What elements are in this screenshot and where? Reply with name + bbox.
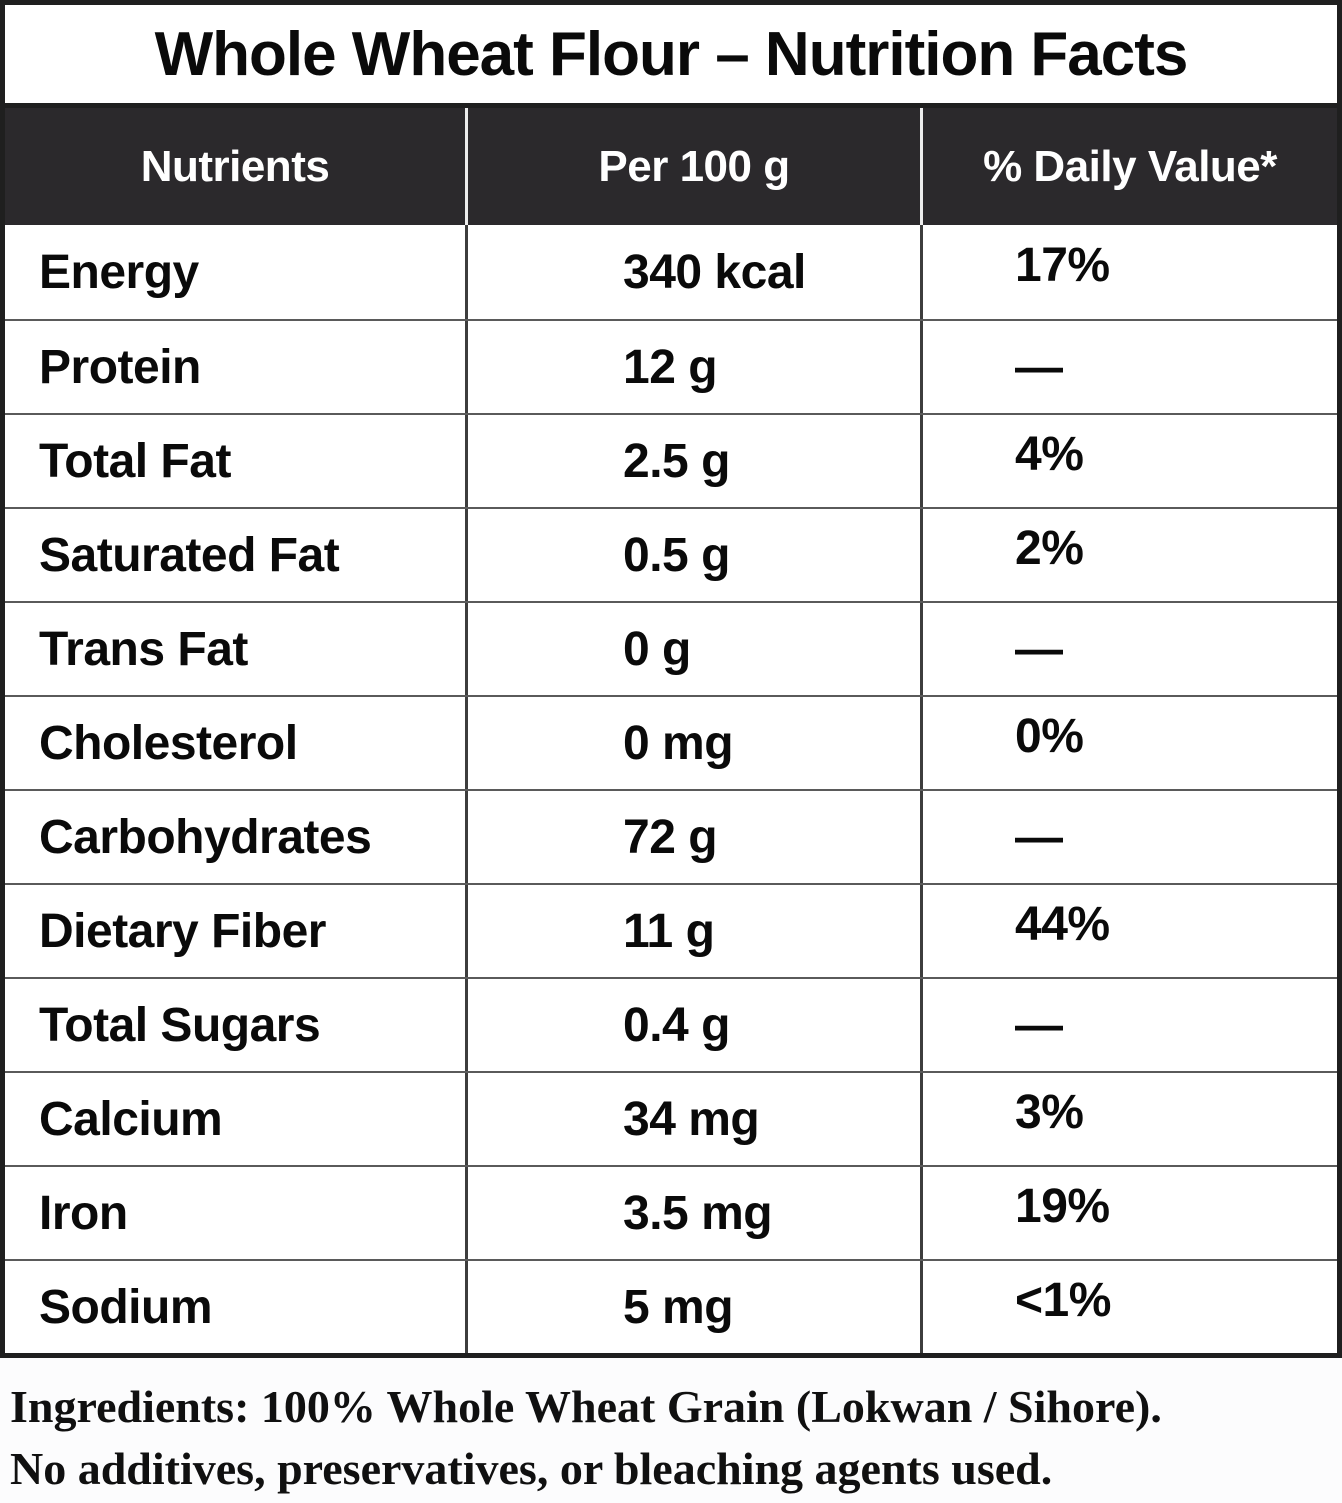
- per-100g-value: 5 mg: [465, 1261, 920, 1353]
- table-row: Iron 3.5 mg 19%: [5, 1165, 1337, 1259]
- daily-value: 3%: [920, 1073, 1337, 1165]
- table-row: Total Sugars 0.4 g —: [5, 977, 1337, 1071]
- table-row: Cholesterol 0 mg 0%: [5, 695, 1337, 789]
- nutrient-name: Iron: [39, 1186, 128, 1240]
- per-100g-value: 12 g: [465, 321, 920, 413]
- daily-value: 17%: [920, 225, 1337, 319]
- daily-value: 44%: [920, 885, 1337, 977]
- nutrition-table: Whole Wheat Flour – Nutrition Facts Nutr…: [0, 0, 1342, 1358]
- header-daily-value: % Daily Value*: [920, 108, 1337, 225]
- daily-value: —: [920, 603, 1337, 695]
- per-100g-value: 0 g: [465, 603, 920, 695]
- daily-value: —: [920, 321, 1337, 413]
- daily-value: —: [920, 979, 1337, 1071]
- per-100g-value: 0 mg: [465, 697, 920, 789]
- table-header-row: Nutrients Per 100 g % Daily Value*: [5, 108, 1337, 225]
- per-100g-value: 0.4 g: [465, 979, 920, 1071]
- header-nutrients: Nutrients: [140, 141, 330, 191]
- nutrient-name: Cholesterol: [39, 716, 298, 770]
- per-100g-value: 34 mg: [465, 1073, 920, 1165]
- daily-value: 4%: [920, 415, 1337, 507]
- per-100g-value: 3.5 mg: [465, 1167, 920, 1259]
- daily-value: 2%: [920, 509, 1337, 601]
- header-per-100g: Per 100 g: [465, 108, 920, 225]
- table-row: Sodium 5 mg <1%: [5, 1259, 1337, 1353]
- per-100g-value: 0.5 g: [465, 509, 920, 601]
- table-row: Total Fat 2.5 g 4%: [5, 413, 1337, 507]
- table-row: Saturated Fat 0.5 g 2%: [5, 507, 1337, 601]
- daily-value: 19%: [920, 1167, 1337, 1259]
- table-row: Trans Fat 0 g —: [5, 601, 1337, 695]
- nutrient-name: Total Sugars: [39, 998, 321, 1052]
- table-row: Dietary Fiber 11 g 44%: [5, 883, 1337, 977]
- page-title: Whole Wheat Flour – Nutrition Facts: [5, 5, 1337, 108]
- table-row: Energy 340 kcal 17%: [5, 225, 1337, 319]
- ingredients-note: Ingredients: 100% Whole Wheat Grain (Lok…: [10, 1376, 1336, 1500]
- per-100g-value: 2.5 g: [465, 415, 920, 507]
- table-body: Energy 340 kcal 17% Protein 12 g — Total Fat 2.…: [5, 225, 1337, 1353]
- nutrient-name: Trans Fat: [39, 622, 248, 676]
- table-row: Protein 12 g —: [5, 319, 1337, 413]
- nutrient-name: Carbohydrates: [39, 810, 372, 864]
- ingredients-line: Ingredients: 100% Whole Wheat Grain (Lok…: [10, 1381, 1162, 1432]
- per-100g-value: 11 g: [465, 885, 920, 977]
- table-row: Calcium 34 mg 3%: [5, 1071, 1337, 1165]
- daily-value: <1%: [920, 1261, 1337, 1353]
- nutrient-name: Energy: [39, 245, 199, 299]
- nutrient-name: Dietary Fiber: [39, 904, 326, 958]
- table-row: Carbohydrates 72 g —: [5, 789, 1337, 883]
- nutrient-name: Calcium: [39, 1092, 223, 1146]
- nutrient-name: Protein: [39, 340, 201, 394]
- per-100g-value: 72 g: [465, 791, 920, 883]
- daily-value: 0%: [920, 697, 1337, 789]
- nutrient-name: Sodium: [39, 1280, 213, 1334]
- per-100g-value: 340 kcal: [465, 225, 920, 319]
- additives-line: No additives, preservatives, or bleachin…: [10, 1443, 1053, 1494]
- nutrient-name: Saturated Fat: [39, 528, 340, 582]
- daily-value: —: [920, 791, 1337, 883]
- nutrient-name: Total Fat: [39, 434, 231, 488]
